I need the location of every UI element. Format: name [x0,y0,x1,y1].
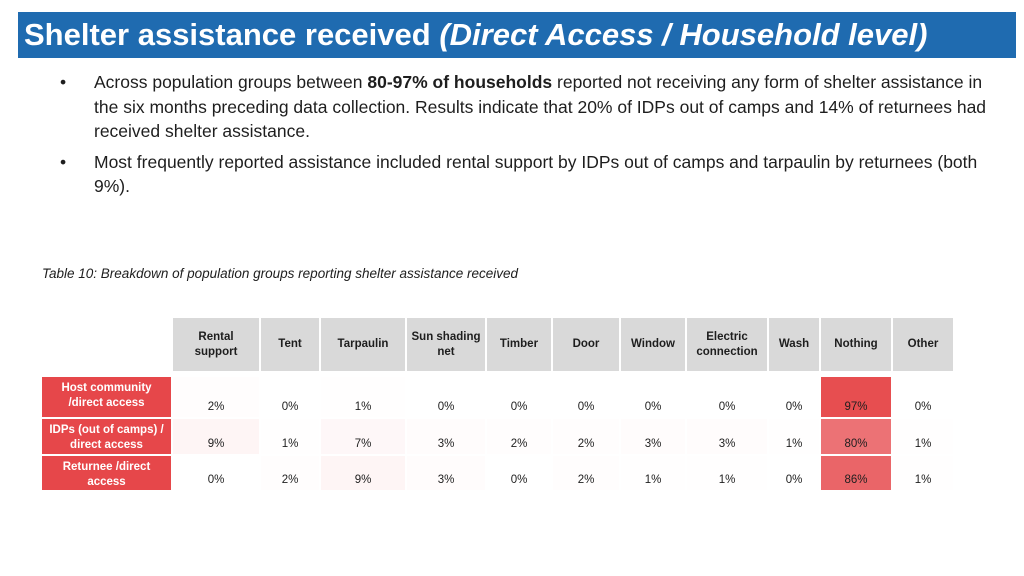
column-header: Wash [769,318,821,371]
bullet-item: • Across population groups between 80-97… [60,70,990,144]
page-title: Shelter assistance received (Direct Acce… [18,12,1016,58]
table-cell: 0% [173,454,261,490]
table-cell: 97% [821,375,893,417]
title-subtitle: (Direct Access / Household level) [439,17,928,52]
table-cell: 1% [321,375,407,417]
table-cell: 0% [487,454,553,490]
bullet-text-bold: 80-97% of households [367,72,553,92]
column-header: Rental support [173,318,261,371]
table-cell: 1% [261,417,321,454]
column-header: Sun shading net [407,318,487,371]
table-cell: 1% [769,417,821,454]
bullet-icon: • [60,72,67,92]
table-cell: 0% [407,375,487,417]
table-cell: 2% [487,417,553,454]
bullet-icon: • [60,151,67,172]
table-cell: 2% [553,417,621,454]
table-cell: 0% [261,375,321,417]
bullet-text-end: reported not receiving any form of shelt… [94,72,987,141]
table-cell: 3% [407,417,487,454]
table-row: Host community /direct access 2% 0% 1% 0… [42,375,955,417]
table-cell: 0% [893,375,955,417]
table-cell: 9% [173,417,261,454]
table-cell: 0% [487,375,553,417]
table-cell: 0% [687,375,769,417]
header-corner [42,318,173,371]
table-row: Returnee /direct access 0% 2% 9% 3% 0% 2… [42,454,955,490]
table-cell: 2% [173,375,261,417]
table-cell: 1% [893,417,955,454]
table-cell: 80% [821,417,893,454]
column-header: Electric connection [687,318,769,371]
table-row: IDPs (out of camps) / direct access 9% 1… [42,417,955,454]
column-header: Nothing [821,318,893,371]
table-cell: 0% [769,375,821,417]
title-main: Shelter assistance received [24,17,431,52]
table-cell: 1% [687,454,769,490]
table-cell: 2% [261,454,321,490]
column-header: Window [621,318,687,371]
column-header: Tent [261,318,321,371]
row-label: IDPs (out of camps) / direct access [42,417,173,454]
shelter-assistance-table: Rental support Tent Tarpaulin Sun shadin… [42,318,955,490]
table-cell: 9% [321,454,407,490]
bullet-text: Most frequently reported assistance incl… [94,151,978,197]
table-cell: 0% [553,375,621,417]
bullet-list: • Across population groups between 80-97… [60,70,990,205]
table-cell: 1% [893,454,955,490]
column-header: Tarpaulin [321,318,407,371]
column-header: Other [893,318,955,371]
table-cell: 1% [621,454,687,490]
table-cell: 86% [821,454,893,490]
table-cell: 3% [621,417,687,454]
bullet-text-start: Across population groups between [94,72,368,92]
table-cell: 3% [687,417,769,454]
table-header-row: Rental support Tent Tarpaulin Sun shadin… [42,318,955,371]
table-cell: 0% [769,454,821,490]
row-label: Returnee /direct access [42,454,173,490]
column-header: Timber [487,318,553,371]
column-header: Door [553,318,621,371]
table-cell: 7% [321,417,407,454]
row-label: Host community /direct access [42,375,173,417]
table-cell: 2% [553,454,621,490]
bullet-item: • Most frequently reported assistance in… [60,150,990,199]
table-cell: 0% [621,375,687,417]
table-caption: Table 10: Breakdown of population groups… [42,266,519,281]
table-cell: 3% [407,454,487,490]
